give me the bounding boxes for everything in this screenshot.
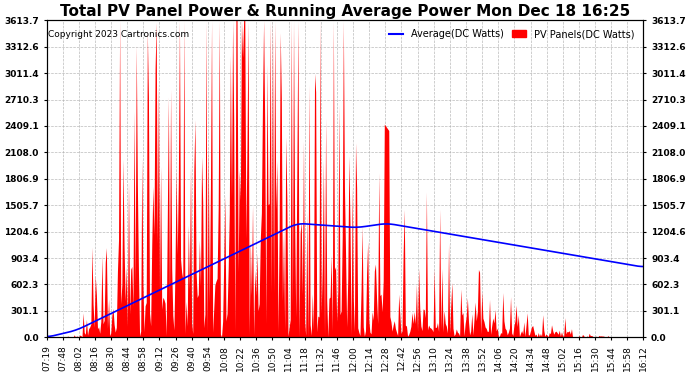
Title: Total PV Panel Power & Running Average Power Mon Dec 18 16:25: Total PV Panel Power & Running Average P…	[60, 4, 630, 19]
Text: Copyright 2023 Cartronics.com: Copyright 2023 Cartronics.com	[48, 30, 189, 39]
Legend: Average(DC Watts), PV Panels(DC Watts): Average(DC Watts), PV Panels(DC Watts)	[385, 25, 638, 43]
